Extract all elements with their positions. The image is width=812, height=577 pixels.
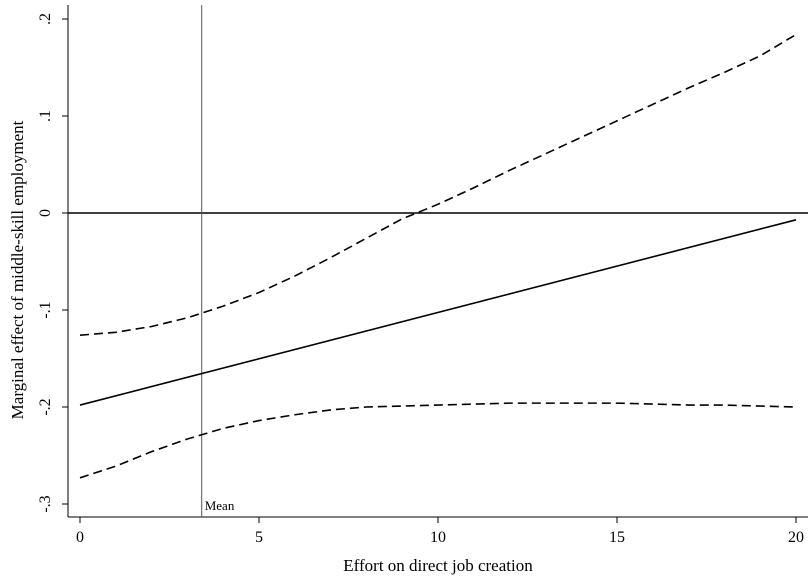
x-tick-label: 5 [255, 529, 263, 546]
x-tick-label: 20 [788, 529, 804, 546]
plot-frame [67, 5, 808, 518]
reference-lines [68, 5, 808, 517]
lower-ci-line [79, 402, 797, 479]
y-tick-label: 0 [37, 209, 54, 217]
x-axis-title: Effort on direct job creation [343, 556, 533, 575]
upper-ci-line [79, 33, 797, 337]
mean-label: Mean [205, 498, 235, 513]
y-tick-label: .2 [37, 13, 54, 25]
x-axis-ticks: 0 5 10 15 20 [76, 517, 804, 546]
series-layer [79, 33, 797, 479]
y-tick-label: .1 [37, 110, 54, 122]
y-tick-label: -.1 [37, 301, 54, 318]
x-tick-label: 15 [609, 529, 625, 546]
x-tick-label: 10 [430, 529, 446, 546]
y-tick-label: -.2 [37, 398, 54, 415]
y-tick-label: -.3 [37, 495, 54, 512]
y-axis-ticks: -.3 -.2 -.1 0 .1 .2 [37, 13, 68, 513]
x-tick-label: 0 [76, 529, 84, 546]
marginal-effect-line [79, 219, 797, 406]
y-axis-title: Marginal effect of middle-skill employme… [8, 120, 27, 419]
